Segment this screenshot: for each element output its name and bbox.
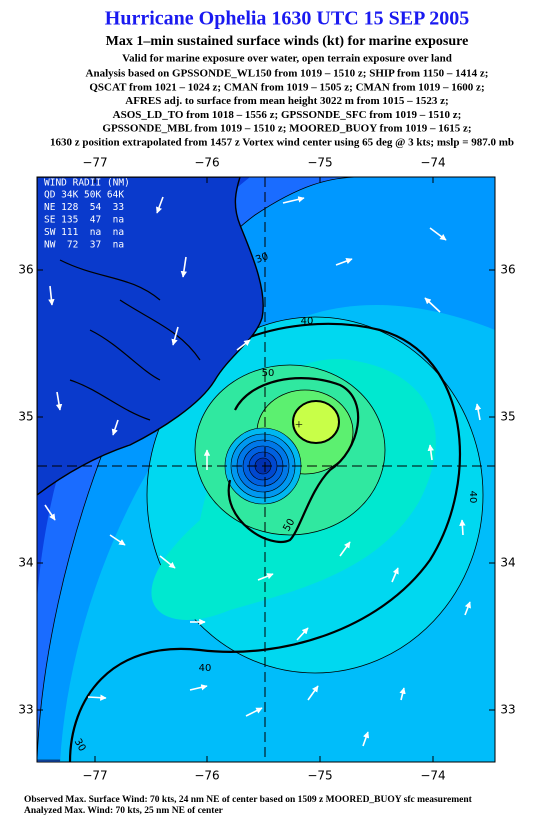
coast-detail [59, 259, 201, 421]
lat-label: 35 [18, 410, 33, 424]
lon-label: −77 [82, 156, 107, 170]
title: Hurricane Ophelia 1630 UTC 15 SEP 2005 [105, 8, 469, 30]
lat-label: 33 [500, 703, 515, 717]
lon-label: −76 [194, 769, 219, 783]
lat-label: 35 [500, 410, 515, 424]
wind-radii-row: SW 111 na na [44, 227, 124, 238]
lat-label: 34 [500, 556, 515, 570]
position-note: 1630 z position extrapolated from 1457 z… [50, 137, 514, 149]
lat-label: 34 [18, 556, 33, 570]
axes: −77 −77 −76 −76 −75 −75 −74 −74 36 36 35 35 34 34 33 33 [18, 156, 515, 783]
footer-line: Analyzed Max. Wind: 70 kts, 25 nm NE of … [24, 806, 224, 815]
lat-label: 36 [18, 263, 33, 277]
land [37, 177, 264, 496]
lon-label: −74 [420, 156, 445, 170]
analysis-lines: Analysis based on GPSSONDE_WL150 from 10… [86, 68, 489, 135]
field-70 [292, 400, 340, 444]
lon-label: −74 [420, 769, 445, 783]
contour-34kt [68, 322, 462, 762]
lon-label: −75 [307, 769, 332, 783]
lon-label: −76 [194, 156, 219, 170]
exposure-note: Valid for marine exposure over water, op… [122, 53, 452, 65]
wind-radii-row: NE 128 54 33 [44, 202, 124, 213]
contour-label: 40 [301, 316, 314, 327]
max-wind-marker: + [295, 418, 303, 433]
contour-label: 30 [254, 251, 270, 266]
wind-radii-row: QD 34K 50K 64K [44, 190, 124, 201]
lat-label: 36 [500, 263, 515, 277]
footer-line: Observed Max. Surface Wind: 70 kts, 24 n… [24, 795, 473, 805]
map-frame [36, 176, 496, 763]
analysis-line: Analysis based on GPSSONDE_WL150 from 10… [86, 68, 489, 80]
analysis-line: GPSSONDE_MBL from 1019 – 1510 z; MOORED_… [102, 123, 471, 135]
contour-label: 40 [199, 663, 212, 674]
analysis-line: ASOS_LD_TO from 1018 – 1556 z; GPSSONDE_… [113, 109, 462, 121]
contour-label: 50 [262, 368, 275, 379]
wind-radii-row: NW 72 37 na [44, 240, 124, 251]
contour-50kt [227, 377, 360, 543]
lon-label: −75 [307, 156, 332, 170]
footer: Observed Max. Surface Wind: 70 kts, 24 n… [24, 795, 473, 815]
wind-radii-header: WIND RADII (NM) [44, 178, 130, 189]
wind-arrows [44, 196, 482, 747]
wind-radii-row: SE 135 47 na [44, 215, 124, 226]
analysis-line: AFRES adj. to surface from mean height 3… [125, 95, 448, 107]
subtitle: Max 1–min sustained surface winds (kt) f… [106, 34, 469, 49]
lat-label: 33 [18, 703, 33, 717]
analysis-line: QSCAT from 1021 – 1024 z; CMAN from 1019… [89, 81, 484, 93]
contour-label: 40 [467, 491, 478, 504]
lon-label: −77 [82, 769, 107, 783]
